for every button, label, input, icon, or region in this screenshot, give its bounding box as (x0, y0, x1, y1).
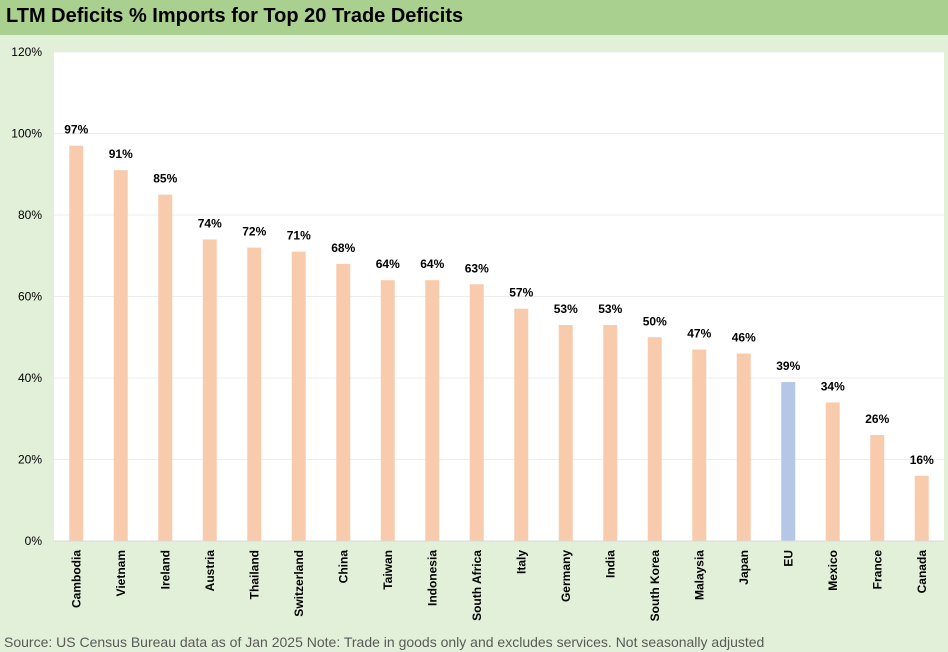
data-label: 39% (776, 359, 800, 373)
chart-title: LTM Deficits % Imports for Top 20 Trade … (6, 5, 464, 27)
data-label: 26% (865, 412, 889, 426)
bar (158, 194, 173, 541)
data-label: 71% (287, 229, 311, 243)
data-label: 46% (732, 331, 756, 345)
x-tick-label: Vietnam (114, 550, 128, 596)
bar (870, 435, 885, 541)
y-tick-label: 40% (18, 371, 42, 385)
data-label: 53% (554, 302, 578, 316)
y-tick-label: 80% (18, 208, 42, 222)
x-tick-label: South Africa (470, 550, 484, 621)
bar (825, 402, 840, 541)
bar (202, 239, 217, 541)
data-label: 97% (64, 123, 88, 137)
x-tick-label: Canada (915, 550, 929, 594)
data-label: 34% (821, 379, 845, 393)
bar (736, 353, 751, 541)
bar (558, 325, 573, 541)
data-label: 16% (910, 453, 934, 467)
bar (69, 145, 84, 541)
data-label: 85% (153, 172, 177, 186)
x-tick-label: Ireland (158, 550, 172, 589)
data-label: 53% (598, 302, 622, 316)
x-tick-label: Italy (514, 550, 528, 574)
x-tick-label: Cambodia (69, 550, 83, 608)
data-label: 64% (420, 257, 444, 271)
bar (336, 263, 351, 541)
data-label: 64% (376, 257, 400, 271)
data-label: 74% (198, 216, 222, 230)
data-label: 47% (687, 326, 711, 340)
x-tick-label: Taiwan (381, 550, 395, 590)
x-tick-label: Japan (737, 550, 751, 585)
x-tick-label: Austria (203, 550, 217, 592)
y-tick-label: 100% (11, 127, 42, 141)
x-tick-label: Switzerland (292, 550, 306, 617)
x-axis: Cambodia Vietnam Ireland Austria Thailand Swi… (54, 540, 944, 622)
x-tick-label: China (336, 550, 350, 584)
x-tick-label: Indonesia (425, 550, 439, 606)
bar-chart: 0% 20% 40% 60% 80% 100% 120% 97% 91% 85% 74% 72% 71… (11, 45, 944, 622)
gridlines (54, 51, 944, 460)
x-tick-label: Mexico (826, 550, 840, 591)
x-tick-label: EU (781, 550, 795, 567)
x-tick-label: India (603, 550, 617, 578)
x-tick-label: Germany (559, 550, 573, 602)
y-tick-label: 60% (18, 290, 42, 304)
data-label: 50% (643, 314, 667, 328)
data-label: 91% (109, 147, 133, 161)
bar (914, 475, 929, 541)
data-label: 57% (509, 286, 533, 300)
bar (692, 349, 707, 541)
x-tick-label: Malaysia (692, 550, 706, 600)
bar (514, 308, 529, 541)
bar (781, 382, 796, 541)
bar (425, 280, 440, 541)
y-tick-label: 120% (11, 45, 42, 59)
x-tick-label: France (870, 550, 884, 590)
bar (469, 284, 484, 541)
bar (647, 337, 662, 541)
data-label: 72% (242, 225, 266, 239)
y-tick-label: 20% (18, 453, 42, 467)
data-labels: 97% 91% 85% 74% 72% 71% 68% 64% 64% 63% 57% 53% 53% 5… (64, 123, 934, 467)
bar (247, 247, 262, 541)
bar (380, 280, 395, 541)
bars (69, 145, 929, 542)
x-tick-label: Thailand (247, 550, 261, 599)
data-label: 68% (331, 241, 355, 255)
bar (113, 170, 128, 542)
bar (603, 325, 618, 541)
source-note: Source: US Census Bureau data as of Jan … (4, 634, 765, 650)
x-tick-label: South Korea (648, 550, 662, 622)
y-axis: 0% 20% 40% 60% 80% 100% 120% (11, 45, 42, 548)
title-bar: LTM Deficits % Imports for Top 20 Trade … (0, 0, 948, 35)
chart-area: 0% 20% 40% 60% 80% 100% 120% 97% 91% 85% 74% 72% 71… (0, 35, 948, 632)
data-label: 63% (465, 261, 489, 275)
y-tick-label: 0% (25, 534, 43, 548)
bar (291, 251, 306, 542)
